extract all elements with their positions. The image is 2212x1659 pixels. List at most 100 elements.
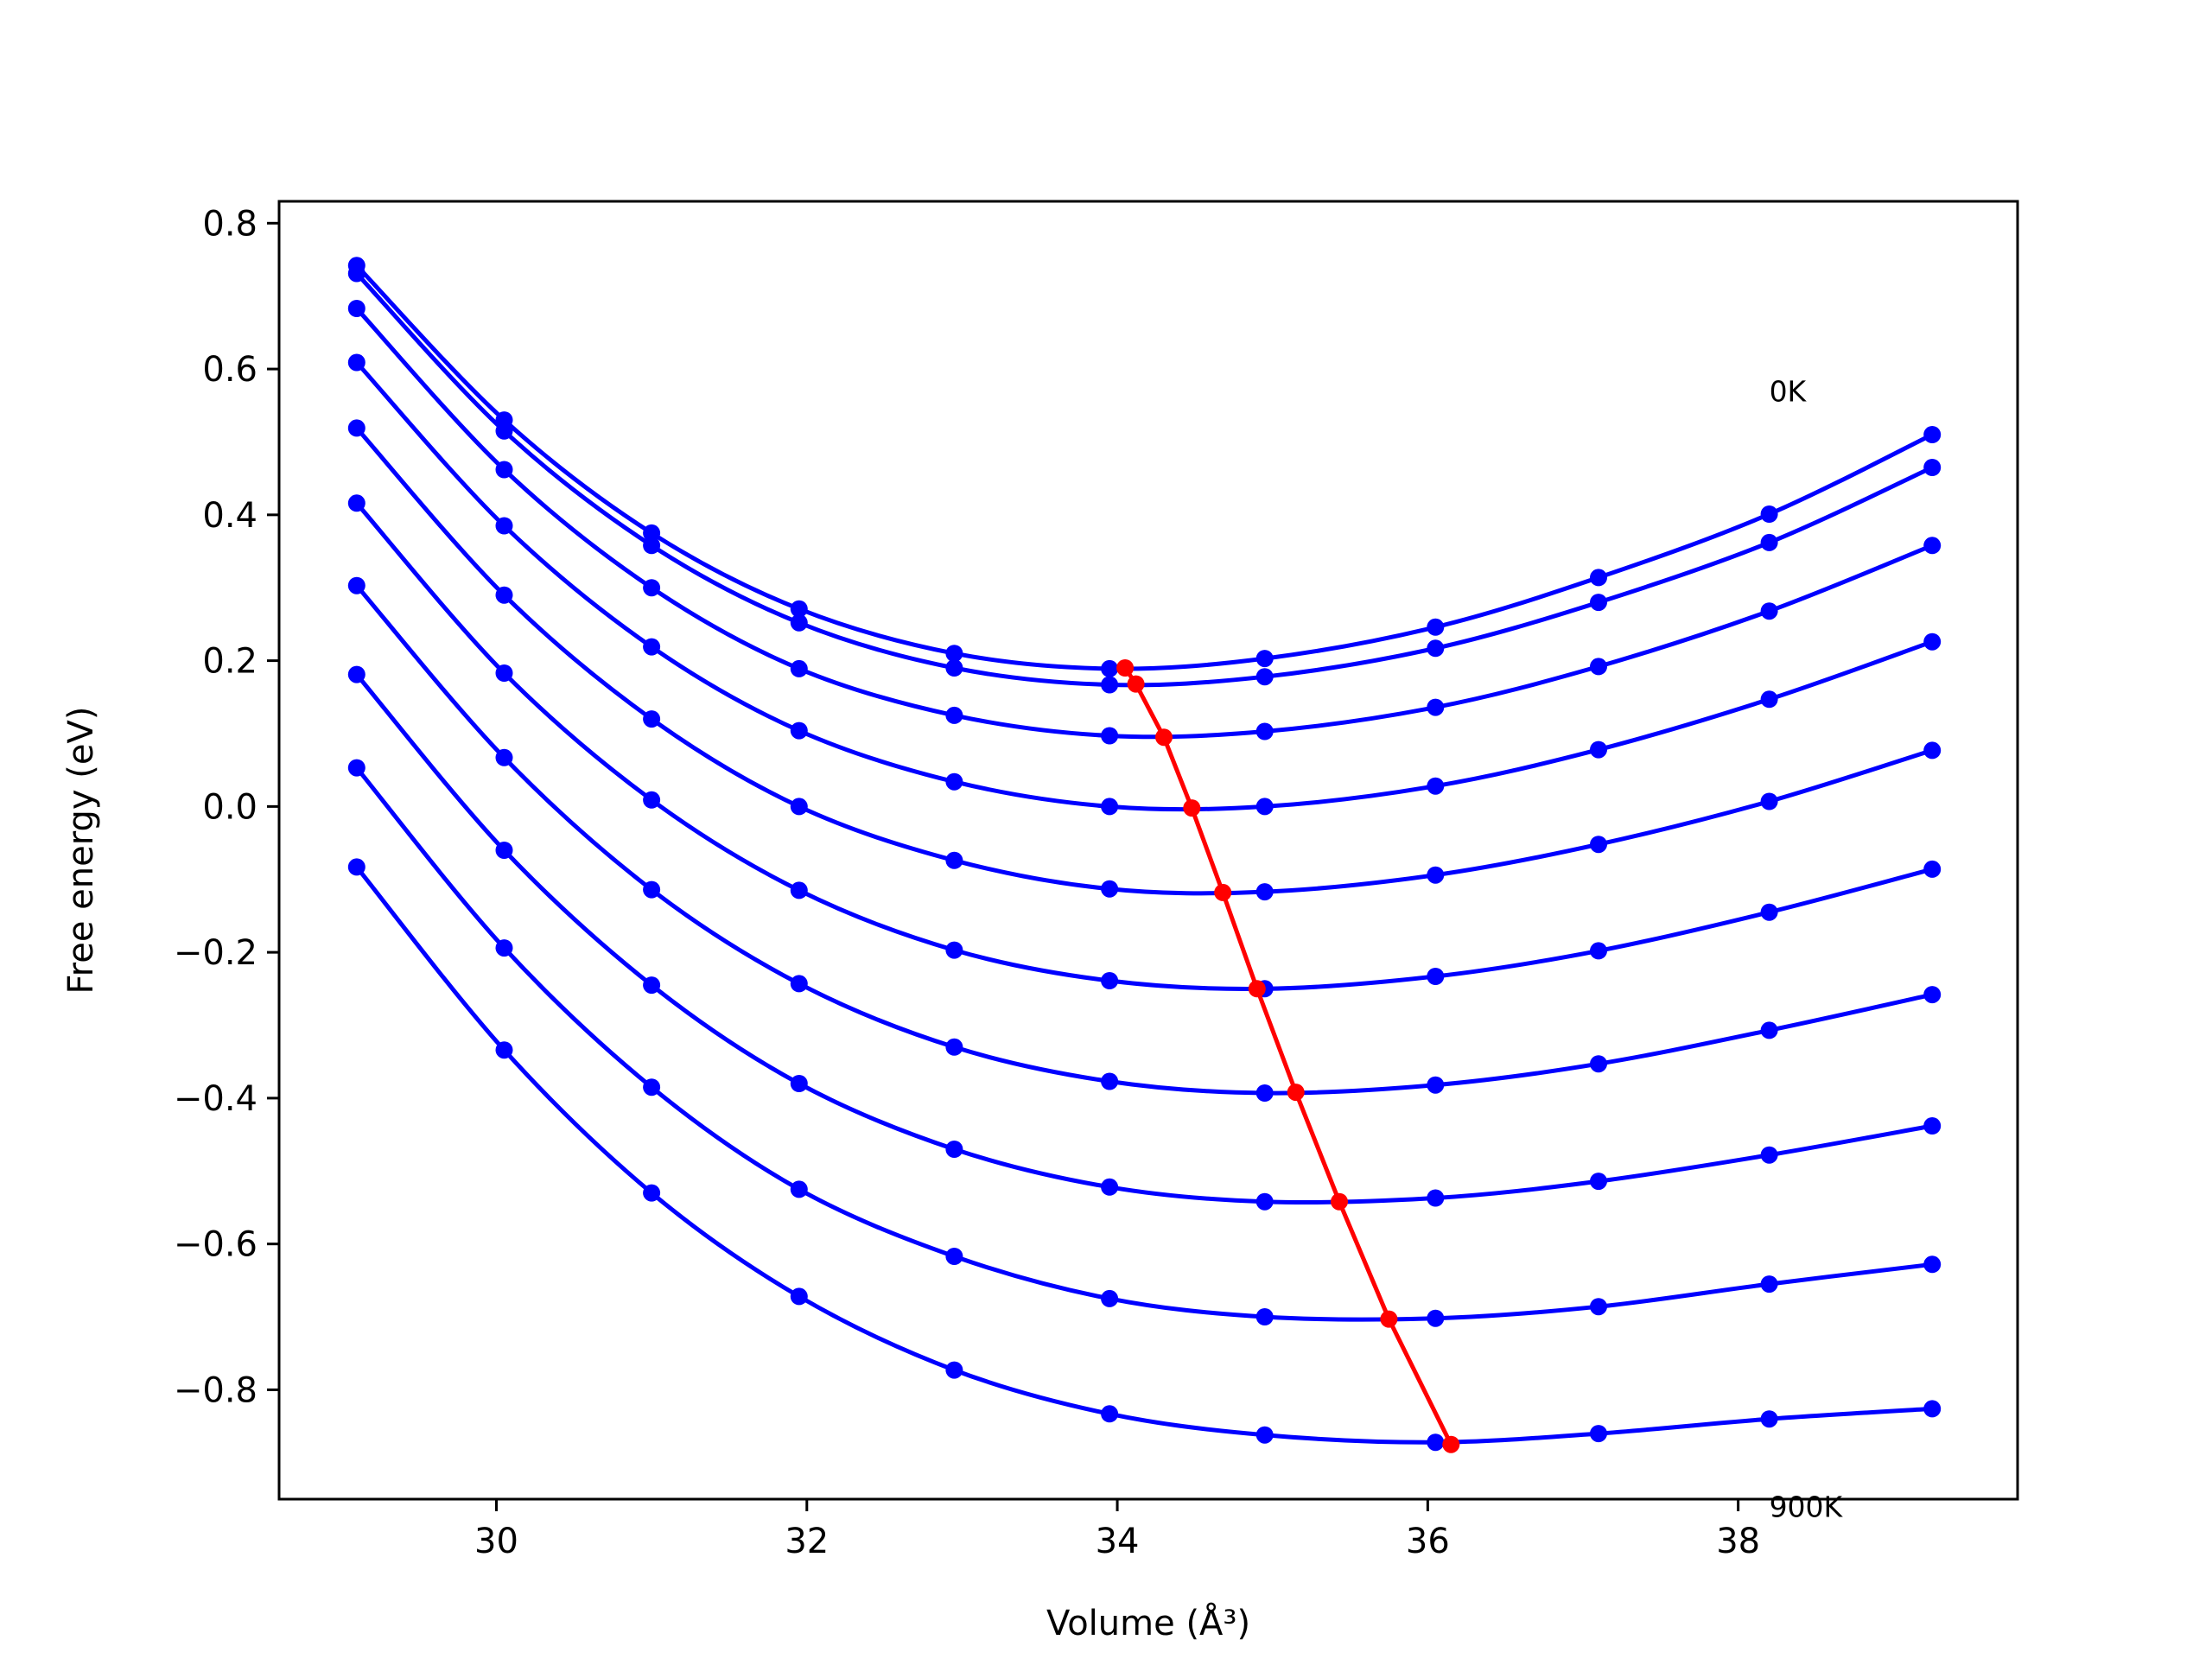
series-2-point-6 — [1255, 722, 1274, 741]
series-7-point-3 — [790, 1075, 808, 1092]
series-9-point-0 — [347, 858, 365, 876]
series-8-point-2 — [643, 1078, 661, 1096]
series-0-point-4 — [945, 645, 963, 663]
series-9-point-1 — [495, 1041, 513, 1059]
series-1 — [347, 264, 1942, 694]
series-9-point-2 — [643, 1184, 661, 1202]
series-9-point-3 — [790, 1287, 808, 1306]
series-2-point-10 — [1923, 537, 1942, 555]
series-7-point-5 — [1101, 1178, 1119, 1196]
series-9-point-6 — [1255, 1426, 1274, 1444]
series-2-point-3 — [790, 659, 808, 677]
minima-point-5 — [1248, 980, 1266, 998]
series-8-point-4 — [945, 1248, 963, 1265]
x-tick-label-4: 38 — [1716, 1522, 1760, 1561]
series-8-point-8 — [1590, 1298, 1607, 1316]
minima-line — [1123, 666, 1453, 1446]
series-6-point-6 — [1255, 1084, 1274, 1102]
series-8-point-6 — [1255, 1308, 1274, 1325]
series-1-point-5 — [1101, 676, 1119, 694]
series-7-point-2 — [643, 976, 661, 995]
series-9-point-5 — [1101, 1405, 1119, 1423]
series-6-point-10 — [1923, 986, 1942, 1004]
series-3-point-2 — [643, 638, 661, 656]
series-7-point-4 — [945, 1141, 963, 1158]
y-tick-label-6: −0.4 — [174, 1079, 257, 1119]
series-1-point-8 — [1590, 594, 1607, 612]
series-6-point-8 — [1590, 1055, 1607, 1073]
series-3-point-7 — [1427, 777, 1445, 795]
series-1-point-6 — [1255, 668, 1274, 686]
series-4-point-0 — [347, 419, 365, 437]
series-2-point-7 — [1427, 698, 1445, 716]
minima-layer — [1116, 659, 1460, 1453]
series-8 — [347, 759, 1942, 1327]
series-0-point-2 — [643, 524, 661, 542]
series-4-point-1 — [495, 586, 513, 604]
series-3-point-8 — [1590, 741, 1607, 759]
series-4-point-7 — [1427, 866, 1445, 884]
series-2-point-4 — [945, 706, 963, 724]
series-2 — [347, 300, 1942, 745]
x-tick-label-0: 30 — [474, 1522, 518, 1561]
series-8-point-5 — [1101, 1289, 1119, 1307]
series-3-point-6 — [1255, 798, 1274, 816]
series-8-point-1 — [495, 939, 513, 957]
x-axis-label: Volume (Å³) — [1046, 1602, 1250, 1643]
series-6-point-7 — [1427, 1076, 1445, 1094]
series-6-point-2 — [643, 880, 661, 899]
series-7-point-8 — [1590, 1173, 1607, 1191]
y-tick-label-2: 0.4 — [202, 496, 257, 536]
series-4-point-4 — [945, 851, 963, 869]
series-2-point-5 — [1101, 727, 1119, 745]
series-9-line — [354, 865, 1933, 1445]
minima-point-8 — [1380, 1310, 1398, 1328]
minima-point-0 — [1116, 659, 1135, 677]
x-axis-ticks: 30 32 34 36 38 — [474, 1499, 1760, 1561]
series-9-point-9 — [1760, 1410, 1778, 1428]
series-0-point-5 — [1101, 659, 1119, 677]
series-0-point-6 — [1255, 650, 1274, 668]
series-3-point-0 — [347, 353, 365, 372]
series-5-point-8 — [1590, 942, 1607, 960]
series-5-point-7 — [1427, 968, 1445, 985]
series-0-point-9 — [1760, 505, 1778, 523]
minima-point-4 — [1214, 883, 1232, 901]
series-7-point-10 — [1923, 1117, 1942, 1135]
minima-point-7 — [1331, 1192, 1348, 1211]
series-3-point-3 — [790, 721, 808, 740]
series-7 — [347, 665, 1942, 1211]
series-0-point-10 — [1923, 426, 1942, 443]
y-tick-label-7: −0.6 — [174, 1225, 257, 1265]
series-4-point-3 — [790, 798, 808, 816]
series-5-point-10 — [1923, 860, 1942, 878]
series-1-point-4 — [945, 659, 963, 677]
minima-point-1 — [1127, 675, 1145, 693]
series-7-point-9 — [1760, 1146, 1778, 1164]
series-5-point-9 — [1760, 903, 1778, 921]
series-8-line — [354, 766, 1933, 1322]
series-4-point-6 — [1255, 883, 1274, 901]
series-9-point-10 — [1923, 1400, 1942, 1418]
series-3-point-1 — [495, 517, 513, 535]
series-9 — [347, 858, 1942, 1452]
series-3-point-4 — [945, 772, 963, 791]
series-5-line — [354, 501, 1933, 991]
series-1-point-1 — [495, 422, 513, 440]
series-3 — [347, 353, 1942, 816]
x-tick-label-3: 36 — [1406, 1522, 1450, 1561]
series-5-point-0 — [347, 494, 365, 512]
series-6-point-5 — [1101, 1072, 1119, 1090]
series-2-point-0 — [347, 300, 365, 317]
y-tick-label-5: −0.2 — [174, 933, 257, 973]
annotation-900k: 900K — [1770, 1490, 1844, 1523]
series-9-point-8 — [1590, 1425, 1607, 1443]
series-0-point-7 — [1427, 618, 1445, 636]
series-7-point-7 — [1427, 1189, 1445, 1207]
series-7-line — [354, 672, 1933, 1205]
minima-point-9 — [1442, 1435, 1460, 1453]
series-6 — [347, 576, 1942, 1102]
series-6-point-9 — [1760, 1021, 1778, 1039]
series-6-point-1 — [495, 748, 513, 766]
